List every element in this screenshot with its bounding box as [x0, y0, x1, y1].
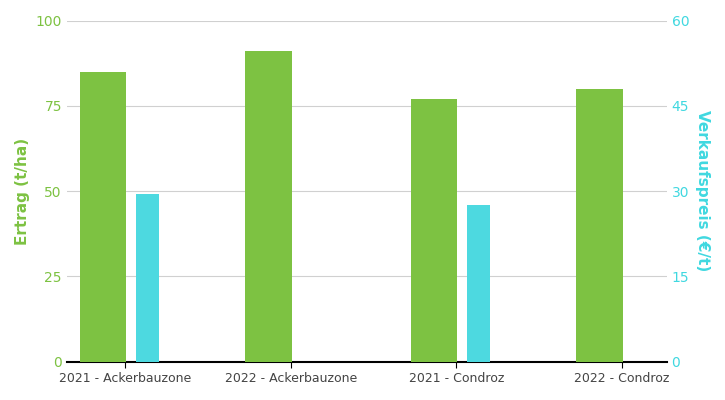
Bar: [136, 194, 159, 362]
Bar: [576, 89, 623, 362]
Bar: [410, 99, 457, 362]
Y-axis label: Verkaufspreis (€/t): Verkaufspreis (€/t): [695, 110, 710, 272]
Bar: [245, 51, 291, 362]
Bar: [467, 205, 490, 362]
Bar: [80, 72, 126, 362]
Y-axis label: Ertrag (t/ha): Ertrag (t/ha): [15, 138, 30, 245]
